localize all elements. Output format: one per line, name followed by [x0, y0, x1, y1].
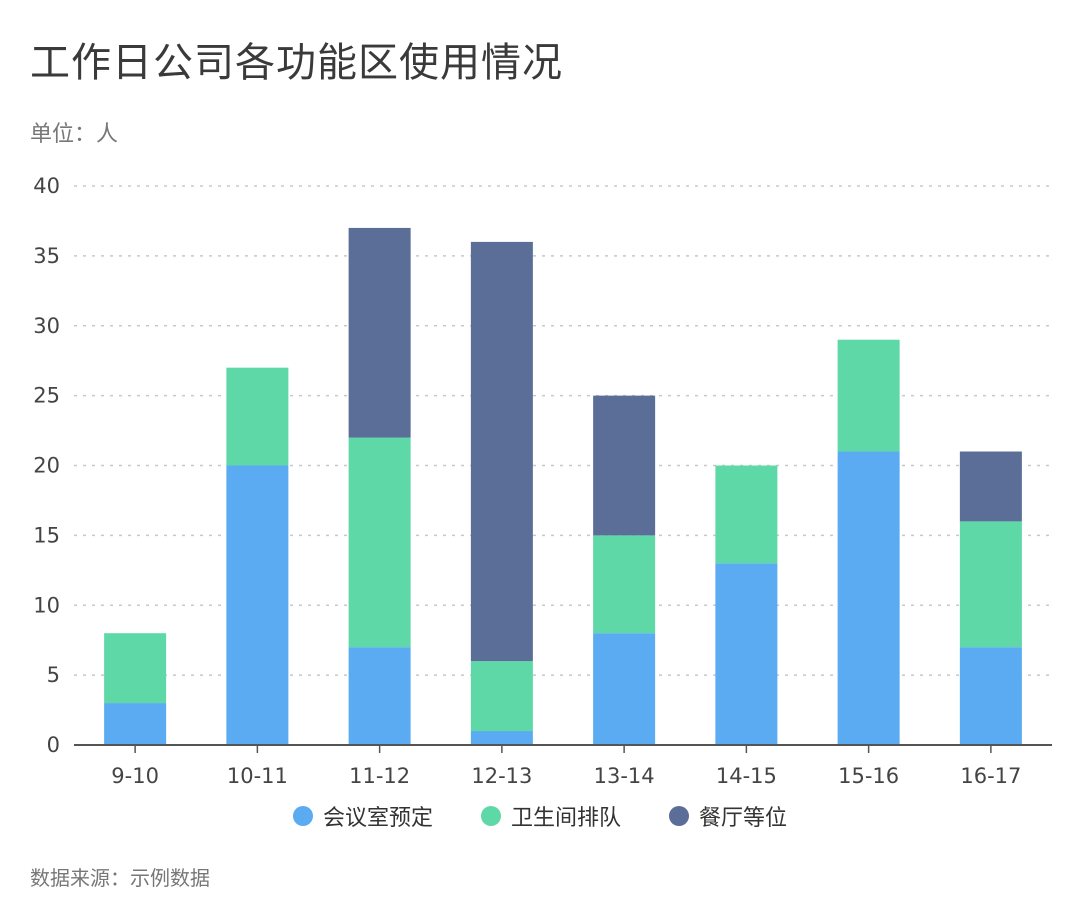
unit-label: 单位：人	[30, 122, 119, 147]
legend-swatch	[669, 806, 689, 826]
x-tick-label: 10-11	[227, 764, 288, 788]
bar-segment	[959, 451, 1022, 522]
y-tick-label: 20	[33, 454, 60, 478]
y-tick-label: 10	[33, 593, 60, 617]
legend: 会议室预定 卫生间排队 餐厅等位	[0, 800, 1080, 832]
y-tick-label: 15	[33, 523, 60, 547]
bar-segment	[593, 535, 656, 634]
bar-segment	[837, 339, 900, 452]
bar-segment	[593, 633, 656, 745]
y-tick-label: 30	[33, 314, 60, 338]
chart-title: 工作日公司各功能区使用情况	[30, 40, 563, 86]
legend-item: 卫生间排队	[480, 800, 621, 832]
data-source: 数据来源：示例数据	[30, 866, 210, 890]
bar-segment	[226, 465, 289, 745]
x-tick-label: 13-14	[594, 764, 655, 788]
bar-segment	[837, 451, 900, 745]
grid-lines	[74, 185, 1052, 676]
legend-swatch	[480, 806, 501, 826]
y-tick-label: 40	[33, 174, 60, 198]
axes: 0 5 10 15 20 25 30 35 40 9-10 10-11 11-12 12-13 13-14…	[33, 174, 1052, 788]
bar-segment	[959, 521, 1022, 648]
x-tick-label: 12-13	[471, 764, 532, 788]
y-tick-label: 35	[33, 244, 60, 268]
bar-segment	[470, 731, 533, 745]
y-tick-label: 25	[33, 384, 60, 408]
bar-segment	[959, 647, 1022, 745]
legend-swatch	[292, 806, 313, 826]
bar-segment	[348, 647, 411, 745]
y-tick-label: 5	[47, 663, 60, 687]
x-tick-label: 16-17	[960, 764, 1021, 788]
legend-label: 餐厅等位	[699, 806, 788, 831]
bar-segment	[348, 437, 411, 648]
bar-segment	[104, 633, 167, 704]
legend-item: 餐厅等位	[669, 800, 787, 832]
x-tick-label: 11-12	[349, 764, 410, 788]
x-tick-label: 15-16	[838, 764, 899, 788]
bar-segment	[715, 465, 778, 564]
bar-segment	[104, 703, 167, 745]
bar-segment	[470, 241, 533, 662]
bars	[104, 227, 1022, 745]
legend-item: 会议室预定	[292, 800, 433, 832]
x-tick-label: 14-15	[716, 764, 777, 788]
bar-segment	[226, 367, 289, 466]
bar-segment	[715, 563, 778, 745]
y-tick-label: 0	[47, 733, 60, 757]
legend-label: 会议室预定	[322, 806, 433, 831]
bar-segment	[470, 661, 533, 732]
bar-segment	[348, 227, 411, 438]
legend-label: 卫生间排队	[510, 806, 621, 831]
x-tick-label: 9-10	[111, 764, 159, 788]
bar-segment	[593, 395, 656, 536]
